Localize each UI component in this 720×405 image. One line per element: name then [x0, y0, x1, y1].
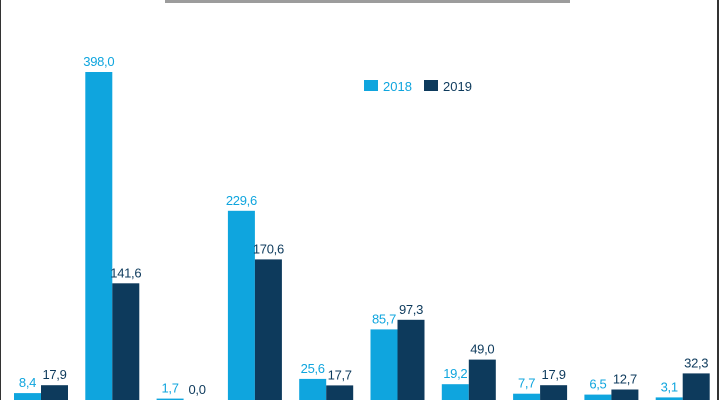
bar-2019-5: [326, 385, 354, 400]
bar-2019-10: [682, 373, 710, 400]
value-label-2019-3: 0,0: [189, 382, 206, 397]
bar-2018-5: [299, 378, 327, 400]
bar-2019-1: [41, 385, 68, 400]
bar-2019-6: [397, 319, 425, 400]
bar-2018-6: [370, 329, 398, 400]
legend: 2018 2019: [364, 79, 472, 94]
value-label-2018-10: 3,1: [661, 379, 678, 394]
value-label-2019-4: 170,6: [253, 241, 284, 256]
bar-2019-8: [540, 385, 568, 400]
cropped-title-fragment: [165, 0, 570, 3]
value-label-2018-3: 1,7: [162, 381, 179, 396]
bar-2019-7: [468, 359, 496, 400]
value-label-2019-5: 17,7: [328, 367, 352, 382]
value-label-2018-9: 6,5: [589, 377, 606, 392]
value-label-2019-8: 17,9: [542, 367, 566, 382]
bar-2019-9: [611, 389, 639, 400]
bar-2018-3: [156, 398, 184, 400]
value-label-2018-2: 398,0: [83, 54, 114, 69]
bar-2019-4: [254, 259, 282, 400]
bars-layer: [14, 72, 710, 400]
value-label-2019-2: 141,6: [110, 265, 141, 280]
bar-2018-8: [513, 393, 541, 400]
value-label-2018-8: 7,7: [518, 376, 535, 391]
value-label-2018-5: 25,6: [301, 361, 325, 376]
bar-2018-2: [85, 72, 113, 400]
legend-swatch-2018: [364, 80, 378, 91]
bar-2018-1: [14, 393, 41, 400]
value-label-2019-10: 32,3: [684, 355, 708, 370]
value-label-2018-4: 229,6: [226, 193, 257, 208]
bar-2018-7: [441, 384, 469, 400]
legend-label-2018: 2018: [383, 79, 412, 94]
value-label-2019-9: 12,7: [613, 372, 637, 387]
bar-2018-10: [655, 397, 683, 400]
value-label-2018-6: 85,7: [372, 311, 396, 326]
legend-swatch-2019: [424, 80, 438, 91]
value-label-2018-7: 19,2: [443, 366, 467, 381]
value-label-2019-1: 17,9: [42, 367, 66, 382]
bar-2019-2: [112, 283, 140, 400]
value-label-2019-7: 49,0: [470, 342, 494, 357]
bar-2018-9: [584, 394, 612, 400]
bar-2018-4: [227, 210, 255, 400]
value-label-2019-6: 97,3: [399, 302, 423, 317]
value-label-2018-1: 8,4: [19, 375, 36, 390]
legend-label-2019: 2019: [443, 79, 472, 94]
